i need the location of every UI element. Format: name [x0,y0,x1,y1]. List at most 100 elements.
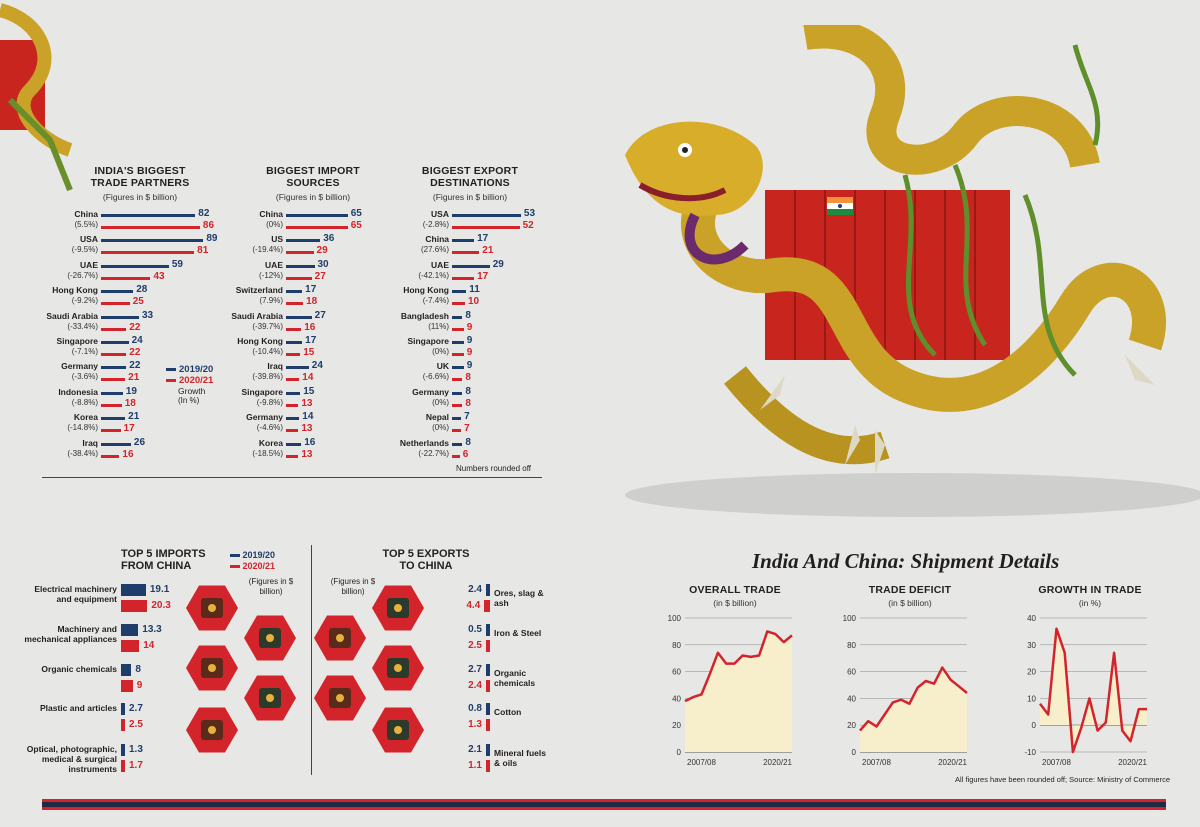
dragon-container-illustration [625,25,1200,517]
imports-growth-pct: (-10.4%) [252,347,283,356]
partners-bar-2019 [101,442,131,446]
dragon-body-upper [803,25,1100,175]
top_imports-value-2019: 13.3 [142,624,162,635]
imports-value-2019: 15 [303,385,315,397]
partners-value-2019: 22 [129,360,141,372]
exports-growth-pct: (-22.7%) [418,448,449,458]
y-tick-label: 0 [677,748,682,757]
shadow-ellipse [625,473,1200,517]
partners-growth-pct: (-26.7%) [67,270,98,280]
exports-country-name: Netherlands [399,437,449,448]
top_imports-bar-2020 [121,719,125,731]
top_exports-item-label: Organic chemicals [494,668,536,688]
partners-value-2019: 24 [131,335,143,346]
imports-title-line2: SOURCES [286,177,340,189]
exports-country-name: Bangladesh [400,310,449,321]
product-image-detail [208,726,216,734]
exports-bar-2019 [452,417,462,421]
y-tick-label: 20 [1027,668,1036,677]
overall-trade-subtitle: (in $ billion) [713,598,757,608]
top_imports-bar-2019 [121,664,132,676]
imports-bar-2019 [286,290,303,294]
imports-bar-2019 [286,391,301,395]
exports-bar-2019 [452,315,463,319]
partners-value-2020: 25 [132,296,144,308]
partners-value-2019: 26 [133,436,146,448]
top-imports-legend-2019: 2019/20 [230,550,275,561]
top_exports-bar-2020 [486,640,490,652]
exports-bar-2020 [452,429,462,433]
imports-country-name: Germany [246,412,283,423]
imports-bar-2019 [286,341,303,344]
imports-country-name: Hong Kong [237,336,283,346]
exports-bar-2019 [452,214,521,217]
legend-2019-label: 2019/20 [179,364,214,375]
y-tick-label: 40 [847,694,856,703]
top-imports-legend-2019-label: 2019/20 [242,550,276,560]
product-image-detail [266,634,274,642]
top_imports-bar-2019 [121,703,125,715]
imports-bar-2019 [286,417,300,421]
top_exports-value-2020: 1.1 [468,760,482,771]
imports-bar-2020 [286,276,312,280]
partners-country-name: Saudi Arabia [46,310,98,321]
y-tick-label: 100 [668,614,682,623]
top_exports-value-2019: 2.7 [468,664,482,675]
top-imports-legend: 2019/20 2020/21 [230,550,275,572]
exports-bar-2020 [452,276,475,280]
imports-bar-2020 [286,226,348,229]
imports-bar-2020 [286,251,314,255]
partners-title: INDIA'S BIGGEST TRADE PARTNERS [75,165,205,189]
trade-deficit-subtitle: (in $ billion) [888,598,932,608]
exports-growth-pct: (0%) [432,397,449,407]
exports-value-2020: 17 [477,270,489,282]
y-tick-label: 40 [672,694,681,703]
top_exports-bar-2020 [486,680,490,692]
top_exports-bar-2020 [484,600,490,612]
imports-bar-2020 [286,454,299,458]
imports-value-2019: 24 [311,360,323,372]
exports-title-line2: DESTINATIONS [430,177,510,189]
imports-growth-pct: (0%) [266,220,283,229]
y-tick-label: 10 [1027,694,1036,703]
top_imports-bar-2020 [121,600,148,612]
product-image-detail [336,634,344,642]
top_exports-item-label: Mineral fuels & oils [494,748,546,768]
partners-country-name: Germany [61,361,98,372]
imports-value-2020: 15 [303,347,315,358]
top_imports-value-2019: 8 [135,664,141,675]
y-tick-label: -10 [1024,748,1036,757]
product-image-detail [266,694,274,702]
top_exports-value-2020: 2.5 [468,640,482,651]
partners-value-2019: 33 [141,309,154,321]
imports-bar-2019 [286,264,315,268]
product-image-detail [394,726,402,734]
imports-bar-2020 [286,353,301,356]
partners-value-2020: 86 [202,220,215,231]
partners-bar-2019 [101,391,123,395]
imports-country-name: China [259,209,283,219]
imports-value-2019: 30 [317,258,329,270]
imports-growth-pct: (-39.7%) [252,321,283,331]
exports-title: BIGGEST EXPORT DESTINATIONS [405,165,535,189]
partners-growth-pct: (-9.5%) [71,245,98,255]
imports-bar-2019 [286,214,348,217]
product-image-detail [336,694,344,702]
exports-value-2020: 10 [468,296,480,308]
imports-growth-pct: (-18.5%) [252,448,283,458]
y-tick-label: 30 [1027,641,1036,650]
imports-value-2019: 14 [302,411,314,423]
exports-bar-2019 [452,264,490,268]
exports-value-2019: 11 [469,284,480,296]
imports-value-2019: 65 [350,208,362,219]
partners-country-name: Indonesia [58,386,98,397]
exports-value-2020: 9 [466,347,473,358]
exports-value-2019: 8 [465,309,471,321]
legend-growth-unit: (In %) [178,396,200,405]
dragon-claws [760,355,1155,475]
imports-country-name: Saudi Arabia [231,310,283,321]
top_exports-value-2020: 2.4 [468,680,482,691]
exports-country-name: China [425,234,449,245]
stripe-red [42,799,1166,802]
top_exports-bar-2019 [486,703,490,715]
